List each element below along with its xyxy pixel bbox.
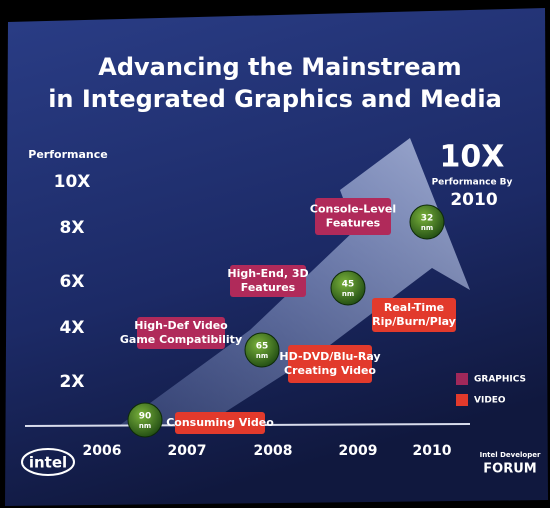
feature-label: High-End, 3D — [227, 267, 308, 280]
y-tick-label: 8X — [60, 218, 85, 238]
feature-box — [137, 317, 225, 349]
process-badge — [409, 204, 445, 240]
process-number: 45 — [342, 280, 355, 290]
feature-label: High-Def Video — [134, 319, 228, 332]
y-tick-label: 2X — [60, 372, 85, 392]
process-badge — [244, 332, 280, 368]
callout-line: Performance By — [432, 178, 513, 188]
process-number: 65 — [256, 342, 269, 352]
intel-logo-ring — [21, 448, 75, 476]
process-unit: nm — [139, 422, 151, 430]
forum-logo: Intel Developer — [480, 451, 541, 459]
callout-line: 2010 — [450, 190, 497, 210]
process-badge — [127, 402, 163, 438]
process-badge — [330, 270, 366, 306]
slide — [5, 8, 548, 506]
legend-label: GRAPHICS — [474, 375, 526, 385]
y-axis-label: Performance — [28, 148, 107, 161]
feature-box — [315, 198, 391, 235]
feature-label: Game Compatibility — [120, 333, 242, 346]
feature-box — [230, 265, 306, 297]
legend-swatch — [456, 394, 468, 406]
y-tick-label: 10X — [54, 172, 91, 192]
feature-label: Real-Time — [384, 301, 444, 314]
x-tick-label: 2007 — [168, 443, 207, 459]
x-tick-label: 2006 — [83, 443, 122, 459]
feature-label: Features — [326, 217, 381, 230]
process-number: 90 — [139, 412, 152, 422]
feature-label: HD-DVD/Blu-Ray — [279, 350, 380, 363]
y-tick-label: 4X — [60, 318, 85, 338]
legend-swatch — [456, 373, 468, 385]
feature-label: Features — [241, 281, 296, 294]
process-unit: nm — [421, 224, 433, 232]
feature-box — [175, 412, 265, 434]
feature-box — [288, 345, 372, 383]
process-number: 32 — [421, 214, 434, 224]
feature-label: Console-Level — [310, 203, 396, 216]
legend-label: VIDEO — [474, 396, 506, 406]
forum-logo: FORUM — [483, 462, 536, 477]
process-unit: nm — [256, 352, 268, 360]
x-tick-label: 2008 — [254, 443, 293, 459]
title: Advancing the Mainstream — [98, 53, 461, 81]
callout-big: 10X — [440, 140, 505, 175]
feature-label: Creating Video — [284, 364, 376, 377]
feature-box — [372, 298, 456, 332]
x-tick-label: 2009 — [339, 443, 378, 459]
intel-logo: intel — [29, 454, 67, 472]
title: in Integrated Graphics and Media — [48, 85, 502, 113]
x-tick-label: 2010 — [413, 443, 452, 459]
feature-label: Rip/Burn/Play — [372, 315, 456, 328]
y-tick-label: 6X — [60, 272, 85, 292]
feature-label: Consuming Video — [166, 416, 274, 429]
process-unit: nm — [342, 290, 354, 298]
